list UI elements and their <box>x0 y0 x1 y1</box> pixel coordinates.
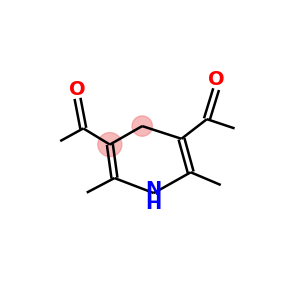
Text: O: O <box>69 80 86 99</box>
Text: H: H <box>146 194 162 213</box>
Circle shape <box>98 133 122 157</box>
Text: O: O <box>208 70 224 89</box>
Text: N: N <box>146 180 162 199</box>
Circle shape <box>132 116 152 136</box>
